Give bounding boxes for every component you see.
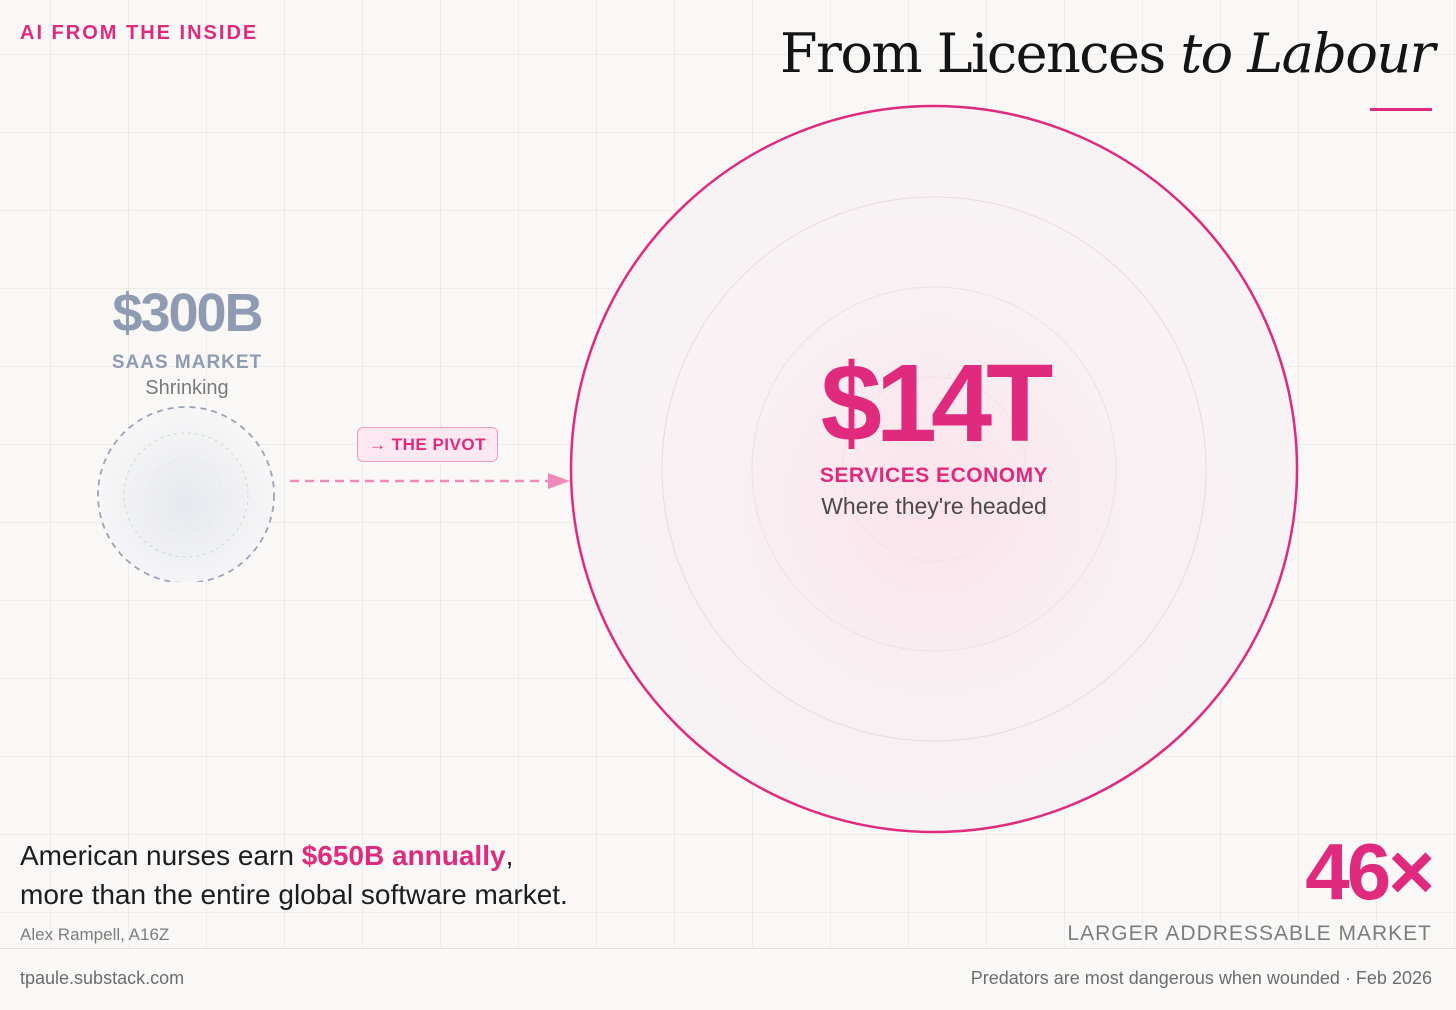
quote-line2: more than the entire global software mar… <box>20 879 568 910</box>
title-part-italic: to Labour <box>1180 22 1435 85</box>
pivot-tag: → THE PIVOT <box>357 427 498 462</box>
pull-quote: American nurses earn $650B annually, more… <box>20 836 740 914</box>
saas-bubble <box>97 406 275 582</box>
saas-bubble-ring-inner <box>123 432 249 558</box>
footer-article: Predators are most dangerous when wounde… <box>970 968 1432 988</box>
services-label: SERVICES ECONOMY <box>819 464 1049 487</box>
services-value: $14T <box>820 342 1054 465</box>
multiplier-value: 46× <box>1305 827 1435 916</box>
quote-highlight: $650B annually <box>301 840 506 871</box>
pivot-arrow-head <box>548 473 570 489</box>
quote-before: American nurses earn <box>20 840 302 871</box>
saas-value: $300B <box>112 283 263 343</box>
saas-sub: Shrinking <box>145 377 229 399</box>
series-kicker: AI FROM THE INSIDE <box>20 22 259 44</box>
pivot-arrow <box>290 473 570 489</box>
saas-bubble-fill <box>97 406 275 582</box>
page-title: From Licences to Labour <box>780 22 1435 85</box>
services-sub: Where they're headed <box>821 493 1047 519</box>
quote-attribution: Alex Rampell, A16Z <box>20 925 170 944</box>
services-bubble-fill <box>569 104 1299 834</box>
saas-label: SAAS MARKET <box>111 352 263 373</box>
services-ring-2 <box>751 286 1117 652</box>
title-underline <box>1370 108 1432 111</box>
footer-site: tpaule.substack.com <box>20 968 185 988</box>
services-ring-3 <box>841 376 1027 562</box>
title-part-upright: From Licences <box>780 22 1181 85</box>
footer-divider <box>0 948 1456 949</box>
quote-after: , <box>505 840 514 871</box>
services-ring-1 <box>661 196 1207 742</box>
services-bubble <box>569 104 1299 834</box>
multiplier-label: LARGER ADDRESSABLE MARKET <box>1067 922 1432 945</box>
saas-bubble-ring-core <box>149 458 223 532</box>
